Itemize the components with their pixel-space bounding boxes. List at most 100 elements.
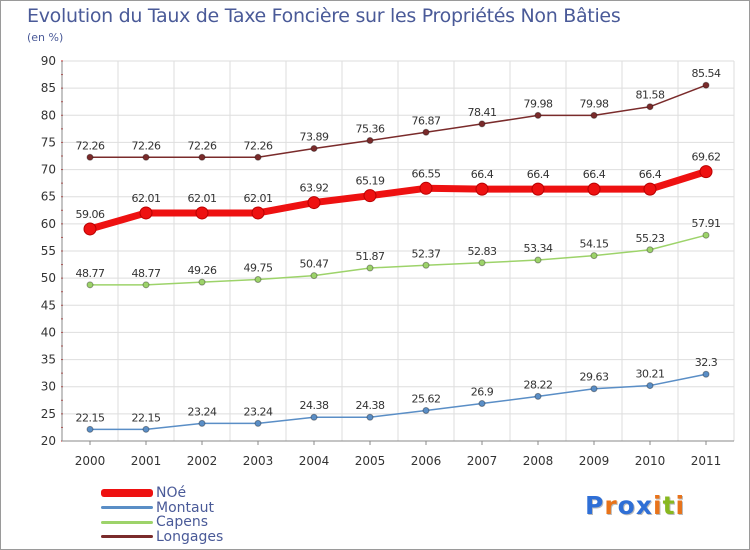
- y-tick-label: 25: [41, 407, 56, 421]
- y-tick-label: 70: [41, 163, 56, 177]
- data-point: [702, 231, 710, 239]
- data-label: 62.01: [188, 192, 217, 205]
- data-label: 52.83: [468, 245, 497, 258]
- data-label: 85.54: [692, 67, 721, 80]
- data-label: 55.23: [636, 232, 665, 245]
- data-point: [422, 128, 430, 136]
- data-label: 66.55: [412, 167, 441, 180]
- series-capens: 48.77 48.77 49.26 49.75 50.47 51.87 52.37 52.83…: [76, 217, 721, 289]
- x-tick-label: 2006: [411, 454, 442, 468]
- x-tick-label: 2007: [467, 454, 498, 468]
- data-label: 66.4: [471, 168, 494, 181]
- series-line: [89, 84, 707, 159]
- y-tick-label: 75: [41, 135, 56, 149]
- data-label: 22.15: [76, 411, 105, 424]
- legend-item-longages: Longages: [101, 530, 223, 545]
- data-label: 66.4: [583, 168, 606, 181]
- data-label: 57.91: [692, 217, 721, 230]
- data-point: [363, 189, 377, 203]
- data-point: [590, 252, 598, 260]
- data-label: 72.26: [188, 139, 217, 152]
- data-point: [478, 259, 486, 267]
- data-point: [646, 103, 654, 111]
- data-point: [643, 182, 657, 196]
- series-line: [86, 168, 710, 233]
- data-point: [254, 153, 262, 161]
- series-line: [89, 373, 707, 431]
- data-point: [699, 165, 713, 179]
- data-point: [310, 144, 318, 152]
- data-point: [307, 196, 321, 210]
- data-label: 23.24: [188, 405, 217, 418]
- data-point: [478, 120, 486, 128]
- x-tick-label: 2010: [635, 454, 666, 468]
- y-tick-label: 20: [41, 434, 56, 448]
- data-label: 52.37: [412, 247, 441, 260]
- data-point: [702, 81, 710, 89]
- series-longages: 72.26 72.26 72.26 72.26 73.89 75.36 76.87 78.41…: [76, 67, 721, 161]
- data-point: [475, 182, 489, 196]
- data-label: 53.34: [524, 242, 553, 255]
- data-point: [310, 272, 318, 280]
- data-point: [534, 111, 542, 119]
- y-tick-label: 40: [41, 325, 56, 339]
- y-tick-label: 55: [41, 244, 56, 258]
- data-label: 75.36: [356, 122, 385, 135]
- legend-item-no-: NOé: [101, 486, 223, 501]
- x-tick-label: 2001: [131, 454, 162, 468]
- x-tick-label: 2008: [523, 454, 554, 468]
- data-label: 65.19: [356, 175, 385, 188]
- y-tick-label: 65: [41, 190, 56, 204]
- data-label: 24.38: [356, 399, 385, 412]
- data-label: 30.21: [636, 368, 665, 381]
- data-point: [587, 182, 601, 196]
- x-tick-label: 2004: [299, 454, 330, 468]
- data-label: 48.77: [132, 267, 161, 280]
- data-label: 51.87: [356, 250, 385, 263]
- data-label: 26.9: [471, 386, 494, 399]
- data-label: 79.98: [580, 97, 609, 110]
- y-tick-label: 35: [41, 353, 56, 367]
- legend-item-montaut: Montaut: [101, 501, 223, 516]
- data-point: [534, 256, 542, 264]
- series-montaut: 22.15 22.15 23.24 23.24 24.38 24.38 25.62 26.9 2…: [76, 356, 718, 433]
- y-tick-label: 85: [41, 81, 56, 95]
- data-point: [419, 181, 433, 195]
- data-point: [646, 246, 654, 254]
- series-line: [89, 234, 707, 286]
- data-label: 59.06: [76, 208, 105, 221]
- data-point: [254, 419, 262, 427]
- data-point: [83, 222, 97, 236]
- data-point: [251, 206, 265, 220]
- data-point: [702, 370, 710, 378]
- data-point: [422, 261, 430, 269]
- data-point: [590, 385, 598, 393]
- y-tick-label: 50: [41, 271, 56, 285]
- data-label: 78.41: [468, 106, 497, 119]
- data-label: 69.62: [692, 151, 721, 164]
- data-label: 22.15: [132, 411, 161, 424]
- data-label: 48.77: [76, 267, 105, 280]
- data-label: 23.24: [244, 405, 273, 418]
- legend-label: Montaut: [156, 499, 214, 516]
- data-point: [254, 276, 262, 283]
- data-label: 49.26: [188, 264, 217, 277]
- series-no-: 59.06 62.01 62.01 62.01 63.92 65.19 66.55 66.4 6…: [76, 151, 721, 236]
- data-point: [366, 413, 374, 421]
- data-point: [310, 413, 318, 421]
- data-label: 81.58: [636, 89, 665, 102]
- data-point: [198, 153, 206, 161]
- data-point: [366, 264, 374, 272]
- data-point: [366, 136, 374, 144]
- x-tick-label: 2011: [691, 454, 722, 468]
- data-point: [139, 206, 153, 220]
- y-tick-label: 80: [41, 108, 56, 122]
- data-point: [86, 153, 94, 161]
- data-label: 73.89: [300, 130, 329, 143]
- legend-swatch: [101, 520, 153, 524]
- data-label: 72.26: [132, 139, 161, 152]
- data-point: [142, 153, 150, 161]
- proxiti-logo: Proxiti: [585, 491, 686, 520]
- data-point: [198, 419, 206, 427]
